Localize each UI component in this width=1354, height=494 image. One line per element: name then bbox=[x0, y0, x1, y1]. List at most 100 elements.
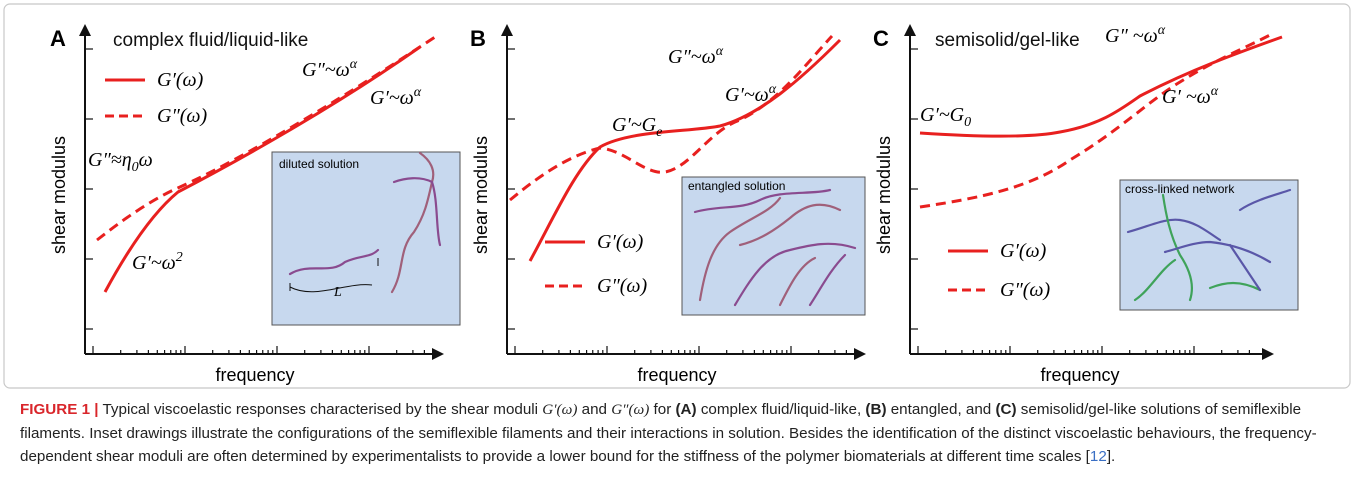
caption-segment: FIGURE 1 | bbox=[20, 401, 99, 418]
annotation: G″~ωα bbox=[668, 44, 724, 68]
filament bbox=[392, 177, 442, 247]
legend-label: G″(ω) bbox=[1000, 279, 1051, 301]
annotation-sup: α bbox=[1211, 84, 1219, 99]
caption-segment: (B) bbox=[865, 401, 887, 418]
annotation-base: G″≈η bbox=[88, 149, 132, 171]
inset-box bbox=[681, 176, 866, 316]
annotation-sub: 0 bbox=[132, 160, 139, 175]
y-axis-label: shear modulus bbox=[874, 136, 894, 254]
annotation: G′ ~ωα bbox=[1162, 84, 1219, 108]
filament bbox=[288, 248, 380, 276]
inset-box bbox=[271, 151, 461, 326]
x-axis-label: frequency bbox=[1040, 365, 1119, 385]
annotation: G′~G0 bbox=[920, 104, 971, 130]
annotation-base: G′~G bbox=[612, 114, 657, 136]
annotation-sub: 0 bbox=[964, 115, 971, 130]
y-axis-label: shear modulus bbox=[49, 136, 69, 254]
g-prime-curve bbox=[919, 35, 1283, 138]
filament bbox=[1228, 243, 1262, 292]
caption-segment: for bbox=[649, 401, 676, 418]
panel-label: B bbox=[470, 26, 486, 51]
annotation: G′~ωα bbox=[370, 85, 422, 109]
caption-segment: Typical viscoelastic responses character… bbox=[98, 401, 543, 418]
g-double-prime-curve bbox=[96, 33, 439, 242]
annotation-base: G′~ω bbox=[370, 87, 414, 109]
g-double-prime-curve bbox=[509, 34, 834, 202]
annotation-base: G′~G bbox=[920, 104, 965, 126]
annotation-base: G″~ω bbox=[302, 59, 350, 81]
annotation-sub: e bbox=[656, 125, 662, 140]
annotation-sup: α bbox=[769, 82, 777, 97]
annotation: G″~ωα bbox=[302, 57, 358, 81]
caption: FIGURE 1 | Typical viscoelastic response… bbox=[20, 398, 1338, 469]
panel-title: semisolid/gel-like bbox=[935, 30, 1080, 51]
y-axis-label: shear modulus bbox=[471, 136, 491, 254]
filament bbox=[808, 253, 847, 307]
panel-label: A bbox=[50, 26, 66, 51]
legend-label: G″(ω) bbox=[157, 105, 208, 127]
legend-label: G″(ω) bbox=[597, 275, 648, 297]
inset-label: diluted solution bbox=[279, 157, 359, 171]
filament bbox=[390, 151, 435, 294]
caption-segment: ]. bbox=[1106, 448, 1116, 466]
annotation-base: G″ ~ω bbox=[1105, 25, 1158, 47]
filament bbox=[1208, 281, 1262, 292]
filament bbox=[693, 188, 832, 214]
caption-segment: and bbox=[577, 401, 612, 418]
g-prime-curve bbox=[528, 38, 842, 262]
legend-label: G′(ω) bbox=[157, 69, 204, 91]
x-axis-label: frequency bbox=[215, 365, 294, 385]
x-axis-arrow bbox=[854, 348, 866, 360]
inset-label: entangled solution bbox=[688, 179, 785, 193]
annotation: G′~ω2 bbox=[132, 250, 183, 274]
filament bbox=[1238, 188, 1292, 212]
filament bbox=[738, 203, 842, 247]
filament bbox=[1161, 193, 1194, 302]
annotation-base: G′~ω bbox=[725, 84, 769, 106]
caption-segment: 12 bbox=[1089, 448, 1107, 466]
x-axis-arrow bbox=[432, 348, 444, 360]
annotation-sup: α bbox=[1158, 23, 1166, 38]
annotation-base: G′ ~ω bbox=[1162, 86, 1211, 108]
caption-segment: entangled, and bbox=[886, 401, 996, 418]
annotation-sup: α bbox=[350, 57, 358, 72]
annotation-base: G″~ω bbox=[668, 46, 716, 68]
caption-segment: (A) bbox=[675, 401, 697, 418]
panel-label: C bbox=[873, 26, 889, 51]
annotation-base: G′~ω bbox=[132, 252, 176, 274]
y-axis-arrow bbox=[79, 24, 91, 36]
x-axis-arrow bbox=[1262, 348, 1274, 360]
filament bbox=[1126, 218, 1222, 242]
filament bbox=[698, 196, 782, 302]
caption-segment: G″(ω) bbox=[611, 401, 650, 418]
annotation: G′~ωα bbox=[725, 82, 777, 106]
annotation: G″≈η0ω bbox=[88, 149, 153, 175]
legend-label: G′(ω) bbox=[597, 231, 644, 253]
annotation-sup: α bbox=[716, 44, 724, 59]
figure-frame bbox=[3, 3, 1351, 389]
annotation: G″ ~ωα bbox=[1105, 23, 1166, 47]
caption-segment: (C) bbox=[995, 401, 1017, 418]
length-bracket bbox=[289, 258, 379, 293]
filament bbox=[778, 256, 817, 307]
caption-segment: G′(ω) bbox=[542, 401, 578, 418]
annotation: G′~Ge bbox=[612, 114, 662, 140]
length-label: L bbox=[333, 285, 342, 300]
annotation-sup: α bbox=[414, 85, 422, 100]
panel-title: complex fluid/liquid-like bbox=[113, 30, 308, 51]
caption-segment: complex fluid/liquid-like, bbox=[696, 401, 866, 418]
caption-segment: semisolid/gel-like solutions of semiflex… bbox=[20, 401, 1317, 466]
annotation-sup: 2 bbox=[176, 250, 183, 265]
x-axis-label: frequency bbox=[637, 365, 716, 385]
filament bbox=[1133, 258, 1177, 302]
inset-label: cross-linked network bbox=[1125, 182, 1235, 196]
annotation-tail: ω bbox=[139, 149, 153, 171]
y-axis-arrow bbox=[501, 24, 513, 36]
y-axis-arrow bbox=[904, 24, 916, 36]
legend-label: G′(ω) bbox=[1000, 240, 1047, 262]
